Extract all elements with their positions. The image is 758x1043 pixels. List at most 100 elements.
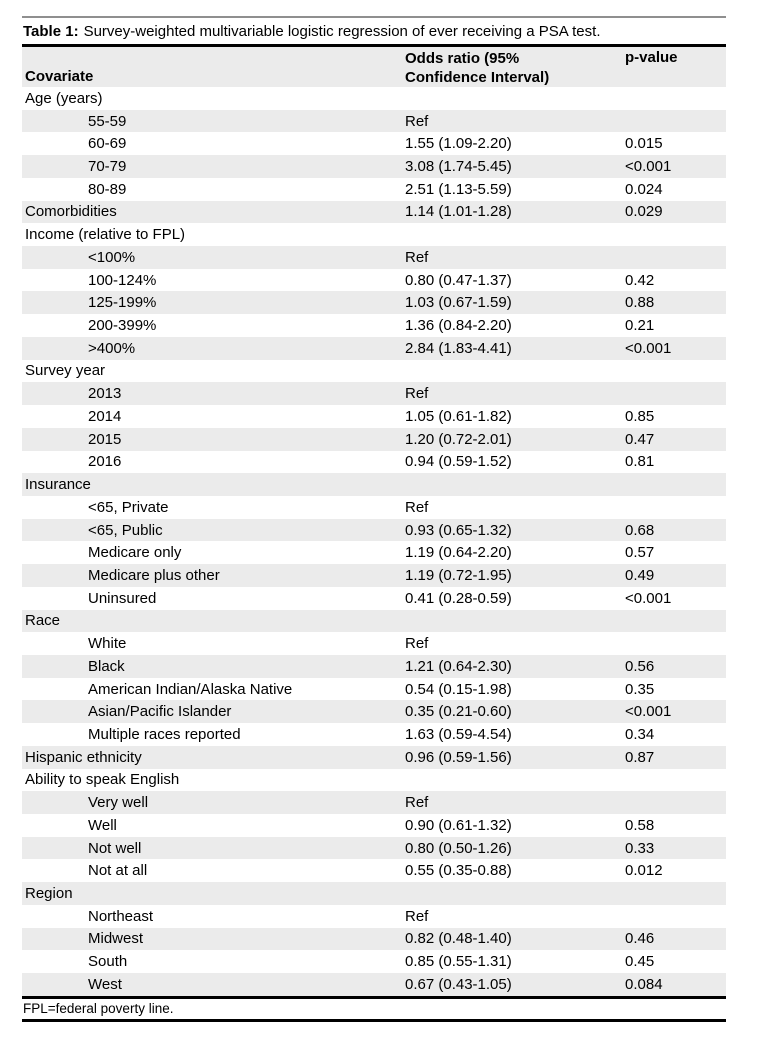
covariate-cell: Insurance (25, 476, 91, 494)
odds-ratio-cell: 0.93 (0.65-1.32) (405, 521, 512, 539)
odds-ratio-cell: Ref (405, 635, 429, 653)
p-value-cell: <0.001 (625, 589, 672, 607)
covariate-cell: Asian/Pacific Islander (88, 703, 232, 721)
odds-ratio-cell (405, 882, 625, 905)
table-row: Uninsured 0.41 (0.28-0.59) <0.001 (22, 587, 726, 610)
p-value-cell (625, 382, 726, 405)
covariate-cell: <65, Public (88, 521, 163, 539)
p-value-cell: 0.33 (625, 839, 655, 857)
table-row: >400% 2.84 (1.83-4.41) <0.001 (22, 336, 726, 360)
table-body: Age (years) 55-59 Ref 60-69 1.55 (1.09-2… (22, 87, 726, 996)
p-value-cell: 0.35 (625, 680, 655, 698)
table-row: 55-59 Ref (22, 109, 726, 133)
covariate-cell: Medicare only (88, 544, 182, 562)
table-row: Medicare only 1.19 (0.64-2.20) 0.57 (22, 541, 726, 564)
table-row: Asian/Pacific Islander 0.35 (0.21-0.60) … (22, 700, 726, 724)
covariate-cell: Race (25, 612, 61, 630)
covariate-cell: Black (88, 657, 125, 675)
odds-ratio-cell: 1.03 (0.67-1.59) (405, 294, 512, 312)
p-value-cell: 0.68 (625, 521, 655, 539)
p-value-cell (625, 632, 726, 655)
odds-ratio-cell: 1.05 (0.61-1.82) (405, 407, 512, 425)
odds-ratio-cell: 0.54 (0.15-1.98) (405, 680, 512, 698)
p-value-cell: 0.85 (625, 407, 655, 425)
p-value-cell (625, 610, 726, 633)
p-value-cell: 0.87 (625, 748, 655, 766)
odds-ratio-cell: 2.51 (1.13-5.59) (405, 180, 512, 198)
table-row: Age (years) (22, 87, 726, 110)
odds-ratio-cell: 1.36 (0.84-2.20) (405, 317, 512, 335)
odds-ratio-cell: 1.20 (0.72-2.01) (405, 430, 512, 448)
odds-ratio-header-line1: Odds ratio (95% (405, 50, 520, 67)
odds-ratio-cell: 0.80 (0.47-1.37) (405, 271, 512, 289)
p-value-cell (625, 496, 726, 519)
covariate-cell: Comorbidities (25, 203, 117, 221)
covariate-cell: Very well (88, 794, 149, 812)
table-row: American Indian/Alaska Native 0.54 (0.15… (22, 678, 726, 701)
odds-ratio-header-line2: Confidence Interval) (405, 69, 550, 86)
covariate-cell: 125-199% (88, 294, 157, 312)
covariate-cell: Region (25, 885, 73, 903)
covariate-cell: Uninsured (88, 589, 157, 607)
odds-ratio-cell: 0.35 (0.21-0.60) (405, 703, 512, 721)
p-value-cell: 0.42 (625, 271, 655, 289)
covariate-cell: Medicare plus other (88, 566, 220, 584)
table-row: 60-69 1.55 (1.09-2.20) 0.015 (22, 132, 726, 155)
covariate-cell: 2013 (88, 385, 122, 403)
table-row: Comorbidities 1.14 (1.01-1.28) 0.029 (22, 200, 726, 224)
odds-ratio-cell: Ref (405, 794, 429, 812)
table-row: Race (22, 609, 726, 633)
table-row: 2015 1.20 (0.72-2.01) 0.47 (22, 427, 726, 451)
p-value-cell: 0.81 (625, 453, 655, 471)
covariate-cell: 80-89 (88, 180, 127, 198)
covariate-cell: Age (years) (25, 89, 103, 107)
p-value-cell: <0.001 (625, 339, 672, 357)
table-row: Survey year (22, 360, 726, 383)
table-row: Not well 0.80 (0.50-1.26) 0.33 (22, 836, 726, 860)
table-row: 2016 0.94 (0.59-1.52) 0.81 (22, 451, 726, 474)
table-row: Ability to speak English (22, 769, 726, 792)
table-caption: Table 1: Survey-weighted multivariable l… (22, 18, 726, 44)
p-value-cell (625, 473, 726, 496)
table-row: 70-79 3.08 (1.74-5.45) <0.001 (22, 155, 726, 178)
odds-ratio-cell (405, 769, 625, 792)
table-row: Very well Ref (22, 791, 726, 814)
column-header-p-value: p-value (625, 49, 678, 66)
footer-top-rule (22, 995, 726, 999)
table-row: Insurance (22, 473, 726, 496)
table-footnote: FPL=federal poverty line. (23, 1001, 174, 1017)
column-header-covariate: Covariate (25, 68, 94, 85)
p-value-cell (625, 87, 726, 110)
covariate-cell: <65, Private (88, 498, 169, 516)
covariate-cell: >400% (88, 339, 136, 357)
odds-ratio-cell: Ref (405, 385, 429, 403)
odds-ratio-cell: 2.84 (1.83-4.41) (405, 339, 512, 357)
table-row: Well 0.90 (0.61-1.32) 0.58 (22, 814, 726, 837)
covariate-cell: 100-124% (88, 271, 157, 289)
table-caption-text: Survey-weighted multivariable logistic r… (83, 22, 601, 40)
p-value-cell: 0.49 (625, 566, 655, 584)
p-value-cell (625, 905, 726, 928)
p-value-cell (625, 360, 726, 383)
covariate-cell: White (88, 635, 127, 653)
p-value-cell (625, 882, 726, 905)
p-value-cell: 0.88 (625, 294, 655, 312)
covariate-cell: 200-399% (88, 317, 157, 335)
table-row: Not at all 0.55 (0.35-0.88) 0.012 (22, 859, 726, 882)
covariate-cell: 2014 (88, 407, 122, 425)
table-row: Multiple races reported 1.63 (0.59-4.54)… (22, 723, 726, 746)
table-row: Northeast Ref (22, 905, 726, 928)
p-value-cell: 0.012 (625, 862, 663, 880)
table-row: Region (22, 882, 726, 905)
table-header-row: Covariate Odds ratio (95% Confidence Int… (22, 47, 726, 87)
table-row: 125-199% 1.03 (0.67-1.59) 0.88 (22, 291, 726, 315)
table-1: Table 1: Survey-weighted multivariable l… (22, 0, 726, 1022)
odds-ratio-cell: 1.21 (0.64-2.30) (405, 657, 512, 675)
caption-divider-rule (22, 44, 726, 47)
top-rule (22, 16, 726, 18)
footer-bottom-rule (22, 1018, 726, 1022)
p-value-cell (625, 223, 726, 246)
p-value-cell: 0.58 (625, 816, 655, 834)
odds-ratio-cell: 0.67 (0.43-1.05) (405, 975, 512, 993)
